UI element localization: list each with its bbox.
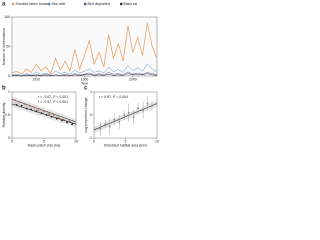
point (40, 112, 43, 115)
point (15, 103, 18, 106)
x-axis-label: Shredded habitat area (km²) (104, 143, 148, 147)
x-tick-label: 1960 (81, 77, 89, 81)
point (43, 110, 45, 113)
point (35, 110, 38, 113)
point (104, 123, 107, 126)
point (123, 114, 126, 116)
point (118, 121, 121, 123)
point (55, 117, 58, 120)
legend-label: Smoked fabric house (16, 2, 49, 6)
legend-swatch (120, 2, 123, 6)
y-tick-label: 0 (90, 113, 92, 117)
y-tick-label: 0 (8, 136, 10, 140)
point (137, 107, 140, 109)
x-axis-label: Mean patch size (ha) (28, 143, 61, 147)
y-axis-label: Number of observations (2, 28, 6, 65)
y-tick-label: -1 (89, 136, 92, 140)
x-tick-label: 0 (93, 139, 95, 143)
trend-line (93, 103, 158, 131)
panel-label: b (2, 86, 6, 92)
y-tick-label: 0.5 (5, 113, 10, 117)
panel-label: a (2, 2, 6, 8)
panel-label: c (84, 86, 88, 92)
point (52, 114, 55, 116)
point (108, 125, 111, 128)
x-tick-label: 0 (11, 139, 13, 143)
point (71, 123, 74, 126)
point (18, 101, 21, 104)
point (127, 111, 130, 114)
point (57, 116, 60, 119)
annotation: r = -0.57, P < 0.001 (38, 100, 68, 104)
y-axis-label: Log proportion change (84, 97, 88, 132)
x-tick-label: 10 (155, 139, 159, 143)
y-tick-label: 1 (8, 90, 10, 94)
legend-swatch (84, 2, 87, 6)
point (146, 102, 149, 105)
point (132, 116, 135, 119)
point (50, 115, 53, 118)
y-tick-label: 50 (6, 44, 10, 48)
point (29, 104, 31, 107)
point (99, 127, 102, 130)
trend-line (11, 103, 77, 125)
series-line (11, 73, 158, 77)
point (61, 119, 63, 122)
point (66, 121, 68, 124)
series-line (12, 71, 158, 77)
x-tick-label: 1920 (32, 77, 40, 81)
y-tick-label: 0 (8, 74, 10, 78)
y-axis-label: Relative density (2, 102, 6, 127)
point (113, 118, 116, 121)
x-tick-label: 2000 (129, 77, 137, 81)
plot-frame (11, 16, 158, 77)
point (48, 113, 51, 115)
point (45, 114, 48, 116)
legend-swatch (48, 2, 51, 6)
y-tick-label: 1 (90, 90, 92, 94)
legend-label: Bird deposited (88, 2, 110, 6)
legend-swatch (12, 2, 15, 6)
point (151, 104, 153, 107)
legend-label: Black rat (124, 2, 138, 6)
annotation: r = 0.57, P = 0.004 (99, 95, 128, 99)
point (33, 106, 36, 109)
point (37, 109, 40, 112)
y-tick-label: 100 (4, 15, 10, 19)
point (23, 103, 26, 105)
annotation: r = -0.67, P < 0.001 (38, 95, 68, 99)
point (20, 104, 23, 107)
point (25, 107, 28, 110)
point (142, 109, 145, 112)
x-tick-label: 10 (74, 139, 78, 143)
x-tick-label: 5 (43, 139, 45, 143)
series-line (11, 22, 158, 75)
point (14, 99, 17, 102)
x-axis-label: Year (81, 81, 89, 85)
x-tick-label: 5 (125, 139, 127, 143)
point (30, 108, 33, 111)
legend-label: Sea otter (52, 2, 67, 6)
series-line (11, 63, 158, 76)
